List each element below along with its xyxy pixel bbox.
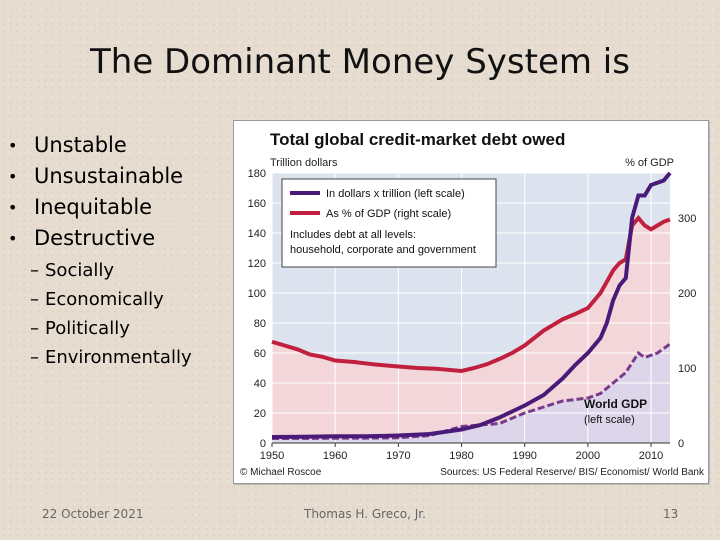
bullet-dot-icon: • — [8, 167, 18, 186]
x-tick-label: 2000 — [576, 450, 600, 462]
x-tick-label: 2010 — [639, 450, 663, 462]
dash-icon: – — [30, 289, 39, 310]
x-tick-label: 1950 — [260, 450, 284, 462]
bullet-dot-icon: • — [8, 136, 18, 155]
sub-bullet-list: – Socially – Economically – Politically – En… — [30, 256, 192, 372]
left-tick-label: 80 — [254, 318, 266, 330]
left-tick-label: 0 — [260, 438, 266, 450]
right-tick-label: 300 — [678, 213, 696, 225]
slide-title: The Dominant Money System is — [90, 42, 630, 82]
left-tick-label: 140 — [248, 228, 266, 240]
sub-bullet-item: – Economically — [30, 285, 192, 314]
footer-author: Thomas H. Greco, Jr. — [304, 507, 426, 521]
footer-date: 22 October 2021 — [42, 507, 144, 521]
sub-bullet-text: Environmentally — [45, 347, 192, 368]
world-gdp-label: World GDP — [584, 397, 647, 411]
bullet-text: Inequitable — [34, 195, 153, 219]
debt-chart: 0 20 40 60 80 100 120 140 160 180 1950 1960 1970 1980… — [233, 120, 709, 484]
left-axis-label: Trillion dollars — [270, 157, 338, 169]
chart-credit: © Michael Roscoe — [240, 467, 322, 478]
sub-bullet-text: Socially — [45, 260, 115, 281]
left-tick-label: 20 — [254, 408, 266, 420]
left-tick-label: 120 — [248, 258, 266, 270]
right-tick-label: 0 — [678, 438, 684, 450]
footer-page-number: 13 — [663, 507, 679, 521]
bullet-item: • Destructive — [8, 223, 183, 254]
bullet-dot-icon: • — [8, 198, 18, 217]
x-tick-label: 1980 — [449, 450, 473, 462]
pct-area-fill — [272, 218, 670, 443]
dash-icon: – — [30, 347, 39, 368]
dash-icon: – — [30, 260, 39, 281]
legend-note-line: household, corporate and government — [290, 244, 476, 256]
bullet-list: • Unstable • Unsustainable • Inequitable • D… — [8, 130, 183, 254]
world-gdp-sublabel: (left scale) — [584, 414, 635, 426]
sub-bullet-item: – Socially — [30, 256, 192, 285]
bullet-text: Destructive — [34, 226, 156, 250]
x-tick-label: 1990 — [512, 450, 536, 462]
sub-bullet-item: – Environmentally — [30, 343, 192, 372]
debt-chart-svg: 0 20 40 60 80 100 120 140 160 180 1950 1960 1970 1980… — [240, 130, 705, 478]
bullet-text: Unstable — [34, 133, 127, 157]
chart-title: Total global credit-market debt owed — [270, 130, 565, 149]
sub-bullet-text: Politically — [45, 318, 130, 339]
bullet-item: • Inequitable — [8, 192, 183, 223]
sub-bullet-item: – Politically — [30, 314, 192, 343]
bullet-item: • Unstable — [8, 130, 183, 161]
series-line-pct-gdp — [271, 214, 671, 374]
series-line-debt-dollars — [271, 171, 672, 439]
right-tick-label: 200 — [678, 288, 696, 300]
right-tick-label: 100 — [678, 363, 696, 375]
left-tick-label: 180 — [248, 168, 266, 180]
left-tick-label: 160 — [248, 198, 266, 210]
right-axis-label: % of GDP — [625, 157, 674, 169]
left-tick-label: 40 — [254, 378, 266, 390]
bullet-text: Unsustainable — [34, 164, 184, 188]
bullet-item: • Unsustainable — [8, 161, 183, 192]
chart-sources: Sources: US Federal Reserve/ BIS/ Econom… — [440, 467, 705, 478]
left-tick-label: 100 — [248, 288, 266, 300]
sub-bullet-text: Economically — [45, 289, 164, 310]
dash-icon: – — [30, 318, 39, 339]
gdp-area-fill — [272, 344, 670, 443]
legend-note-line: Includes debt at all levels: — [290, 229, 416, 241]
legend-label-pct: As % of GDP (right scale) — [326, 208, 451, 220]
x-tick-label: 1970 — [386, 450, 410, 462]
left-tick-label: 60 — [254, 348, 266, 360]
legend-label-debt: In dollars x trillion (left scale) — [326, 188, 465, 200]
bullet-dot-icon: • — [8, 229, 18, 248]
x-tick-label: 1960 — [323, 450, 347, 462]
